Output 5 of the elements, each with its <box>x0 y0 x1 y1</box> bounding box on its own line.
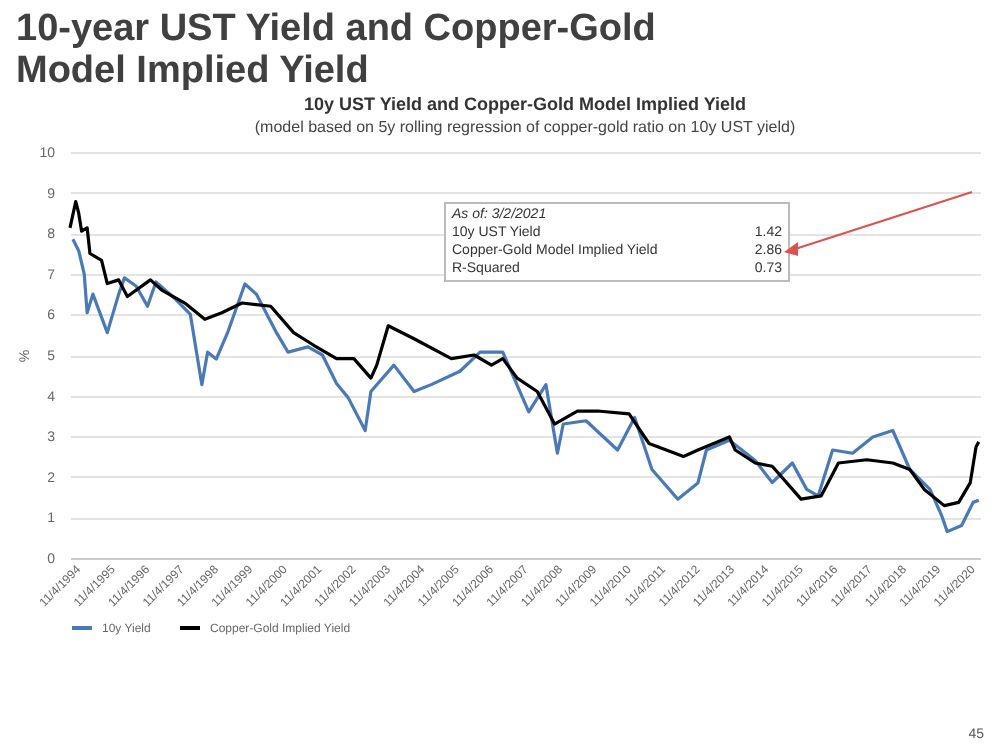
line-series <box>71 237 981 534</box>
chart-title: 10-year UST Yield and Copper-Gold Model Implied Yield <box>16 8 658 92</box>
text: (model based on 5y rolling regression of copper-gold ratio on 10y UST yield) <box>254 118 796 136</box>
line-series <box>68 199 981 508</box>
chart-subtitle: 10y UST Yield and Copper-Gold Model Implied Yield <box>303 94 747 114</box>
